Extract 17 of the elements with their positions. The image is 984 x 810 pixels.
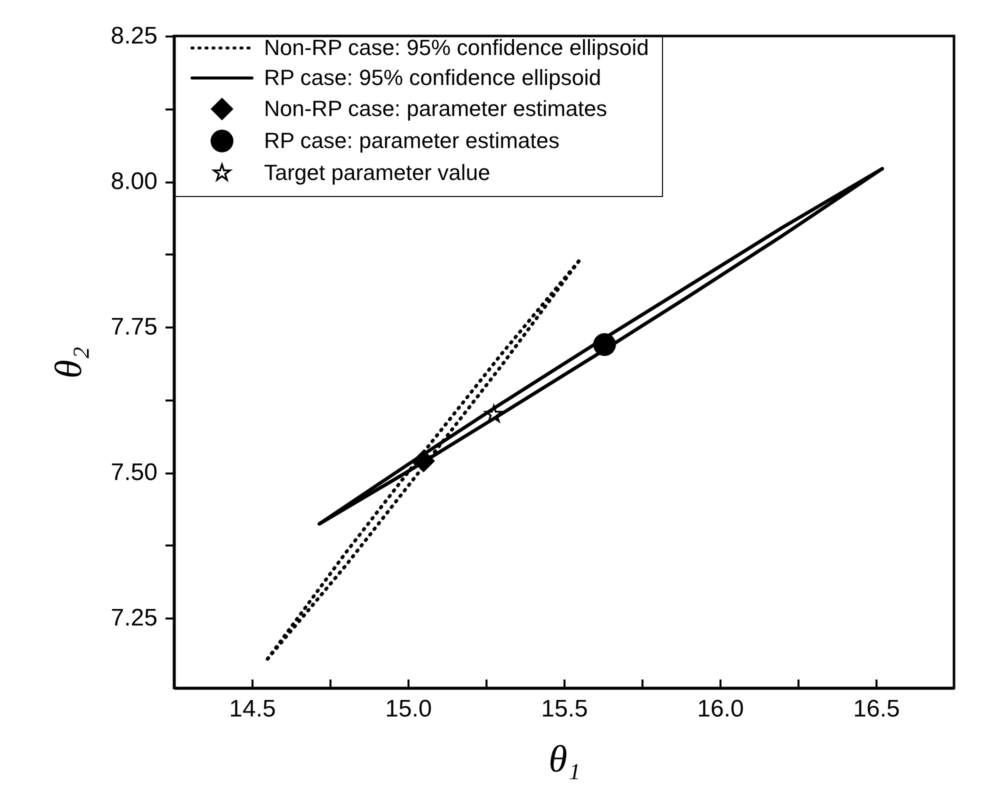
legend-label: RP case: parameter estimates (264, 128, 560, 153)
y-tick-label: 8.25 (110, 22, 158, 50)
legend-label: Target parameter value (264, 160, 490, 185)
y-axis-title: θ₂ (48, 346, 90, 378)
y-tick-label: 7.75 (110, 314, 158, 341)
legend-label: Non-RP case: 95% confidence ellipsoid (264, 35, 649, 60)
x-tick-label: 16.0 (697, 696, 744, 722)
x-axis-title: θ₁ (548, 738, 580, 780)
x-tick-label: 15.0 (385, 696, 432, 722)
legend-label: RP case: 95% confidence ellipsoid (264, 65, 602, 90)
legend-label: Non-RP case: parameter estimates (264, 96, 608, 121)
x-tick-label: 14.5 (229, 696, 276, 722)
y-tick-label: 7.50 (110, 459, 158, 486)
x-tick-label: 16.5 (853, 696, 900, 722)
y-tick-label: 8.00 (110, 168, 158, 196)
x-tick-label: 15.5 (541, 696, 588, 722)
y-tick-label: 7.25 (110, 604, 158, 632)
